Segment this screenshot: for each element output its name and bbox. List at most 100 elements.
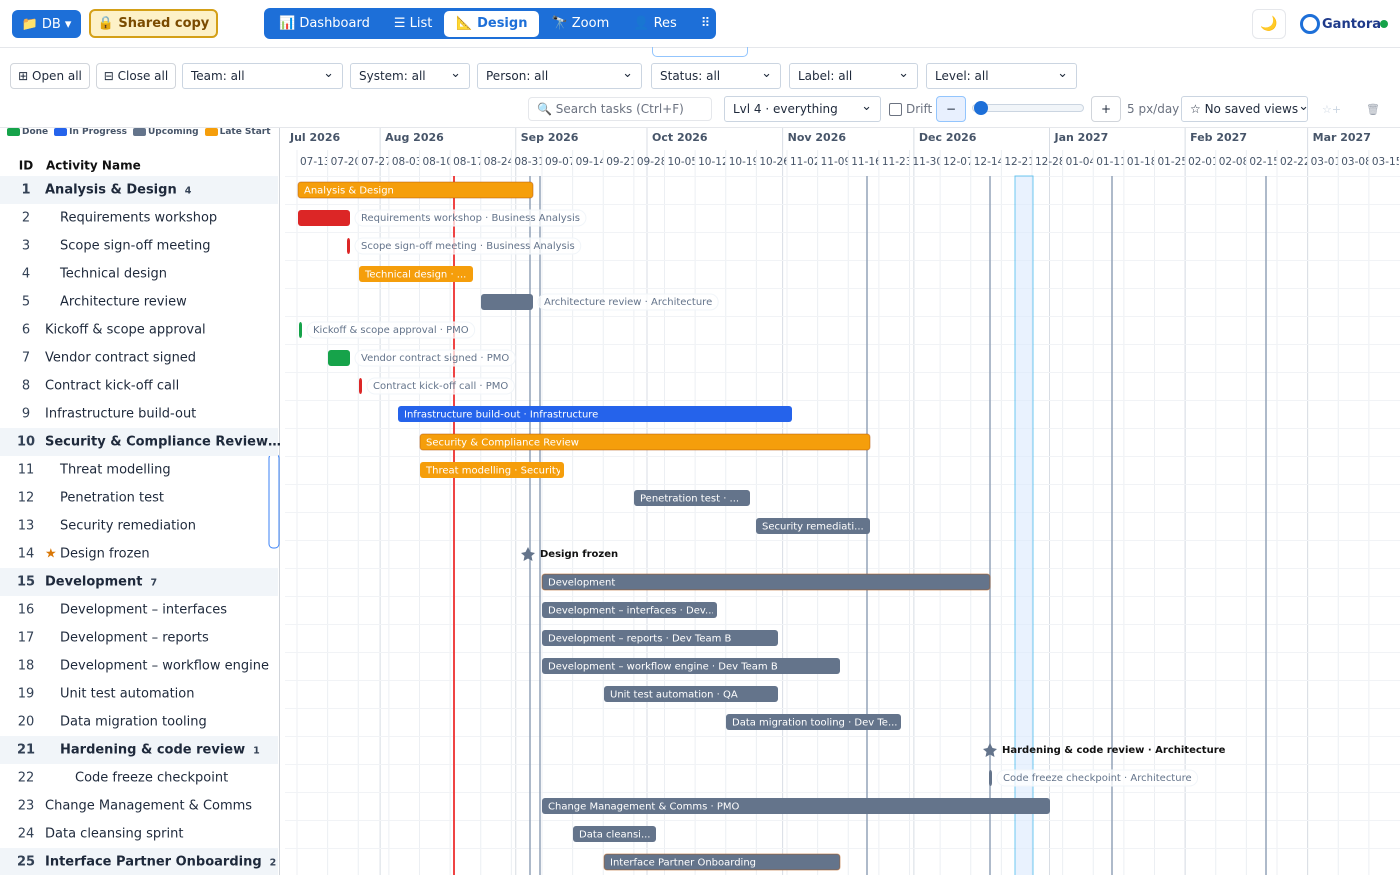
week-label: 12-28 xyxy=(1035,156,1066,168)
bar-label: Change Management & Comms · PMO xyxy=(548,802,739,813)
theme-toggle[interactable]: 🌙 xyxy=(1252,9,1286,39)
week-cell: 12-28 xyxy=(1035,156,1066,168)
child-count: 7 xyxy=(150,578,157,589)
bar-label: Code freeze checkpoint · Architecture xyxy=(1003,773,1192,784)
nav-tab[interactable]: 📐 Design xyxy=(444,10,540,37)
search-box[interactable]: 🔍 Search tasks (Ctrl+F) xyxy=(528,97,712,121)
week-cell: 11-30 xyxy=(913,156,940,168)
week-cell: 09-21 xyxy=(606,156,637,168)
task-id: 5 xyxy=(22,295,30,310)
drift-toggle[interactable]: Drift xyxy=(889,97,932,121)
week-label: 11-23 xyxy=(882,156,913,168)
rows xyxy=(0,176,278,875)
task-id: 24 xyxy=(18,827,35,842)
task-bar xyxy=(989,770,992,786)
week-cell: 08-10 xyxy=(423,156,450,168)
task-name: Requirements workshop xyxy=(60,211,217,226)
zoom-slider[interactable] xyxy=(972,104,1084,112)
task-id: 23 xyxy=(18,799,35,814)
week-cell: 08-24 xyxy=(484,156,511,168)
task-bar xyxy=(542,630,778,646)
nav-tab[interactable]: 👤 Res xyxy=(633,16,677,31)
task-id: 22 xyxy=(18,771,35,786)
bar-clip: Change Management & Comms · PMO xyxy=(548,802,739,813)
week-label: 07-13 xyxy=(300,156,331,168)
nav-bar: 📊 Dashboard ☰ List 📐 Design 🔭 Zoom 👤 Res ⠿ xyxy=(264,8,716,39)
bar-label-bg xyxy=(996,769,1199,787)
task-name: Infrastructure build-out xyxy=(45,407,196,422)
week-label: 03-15 xyxy=(1372,156,1400,168)
bar-label-bg xyxy=(354,237,582,255)
drift-label: Drift xyxy=(906,102,933,116)
level-select[interactable]: Lvl 4 · everything xyxy=(724,96,881,122)
nav-tab[interactable]: 📊 Dashboard xyxy=(279,16,370,31)
task-name: Unit test automation xyxy=(60,687,194,702)
task-list-bg xyxy=(0,176,278,875)
week-label: 08-03 xyxy=(392,156,423,168)
filter-select[interactable]: Status: all xyxy=(651,63,781,89)
bar-label: Security remediati... xyxy=(762,522,864,533)
task-name: Development – interfaces xyxy=(60,603,227,618)
week-cell: 08-03 xyxy=(392,156,423,168)
week-label: 08-17 xyxy=(453,156,484,168)
task-bar xyxy=(726,714,901,730)
week-label: 11-16 xyxy=(851,156,882,168)
summary-row-bg xyxy=(0,176,278,204)
filter-select[interactable]: System: all xyxy=(350,63,470,89)
task-bar xyxy=(299,322,302,338)
legend-label: Late Start xyxy=(219,127,271,137)
checkbox xyxy=(889,102,902,116)
filter-select[interactable]: Level: all xyxy=(926,63,1077,89)
bar-label: Data cleansi... xyxy=(579,830,650,841)
bar-label: Development – reports · Dev Team B xyxy=(548,634,732,645)
week-cell: 01-11 xyxy=(1096,156,1123,168)
save-view[interactable]: ☆+ xyxy=(1322,102,1342,116)
task-id: 6 xyxy=(22,323,30,338)
task-id: 10 xyxy=(17,435,35,450)
week-cell: 01-04 xyxy=(1066,156,1093,168)
week-label: 09-21 xyxy=(606,156,637,168)
collapse-tab[interactable] xyxy=(652,47,748,57)
task-name: Penetration test xyxy=(60,491,164,506)
panel-handle[interactable] xyxy=(268,453,280,549)
zoom-in[interactable]: + xyxy=(1091,96,1121,122)
logo[interactable]: Gantora xyxy=(1300,12,1381,36)
week-label: 09-28 xyxy=(637,156,668,168)
task-id: 21 xyxy=(17,743,35,758)
views-select[interactable]: ☆ No saved views xyxy=(1181,96,1308,122)
task-id: 7 xyxy=(22,351,30,366)
bar-label: Infrastructure build-out · Infrastructur… xyxy=(404,410,598,421)
filter-select[interactable]: Team: all xyxy=(182,63,343,89)
task-name: Kickoff & scope approval xyxy=(45,323,206,338)
task-bar xyxy=(328,350,350,366)
child-count: 2 xyxy=(270,858,277,869)
summary-row-bg xyxy=(0,848,278,875)
week-cell: 09-14 xyxy=(576,156,607,168)
week-label: 09-14 xyxy=(576,156,607,168)
zoom-out[interactable]: − xyxy=(936,96,966,122)
nav-tab[interactable]: ☰ List xyxy=(393,16,433,31)
nav-tab[interactable]: ⠿ xyxy=(700,16,711,31)
filter-button[interactable]: ⊞ Open all xyxy=(10,63,90,89)
week-label: 12-14 xyxy=(974,156,1005,168)
filter-button[interactable]: ⊟ Close all xyxy=(96,63,176,89)
task-bar xyxy=(573,826,656,842)
nav-tab[interactable]: 🔭 Zoom xyxy=(551,16,610,31)
bar-label: Scope sign-off meeting · Business Analys… xyxy=(361,241,575,252)
summary-row-bg xyxy=(0,428,278,456)
week-label: 09-07 xyxy=(545,156,576,168)
task-id: 25 xyxy=(17,855,35,870)
filter-select[interactable]: Person: all xyxy=(477,63,642,89)
db-button[interactable]: 📁 DB ▾ xyxy=(12,10,81,38)
bar-clip: Analysis & Design xyxy=(304,186,394,197)
task-id: 17 xyxy=(18,631,35,646)
shared-copy[interactable]: 🔒 Shared copy xyxy=(89,9,218,38)
delete-view[interactable]: 🗑 xyxy=(1366,102,1380,116)
summary-row-bg xyxy=(0,736,278,764)
week-cell: 10-19 xyxy=(729,156,756,168)
task-id: 15 xyxy=(17,575,35,590)
slider-thumb[interactable] xyxy=(974,101,988,115)
task-bar xyxy=(297,181,534,199)
filter-select[interactable]: Label: all xyxy=(789,63,918,89)
week-cell: 02-08 xyxy=(1219,156,1246,168)
